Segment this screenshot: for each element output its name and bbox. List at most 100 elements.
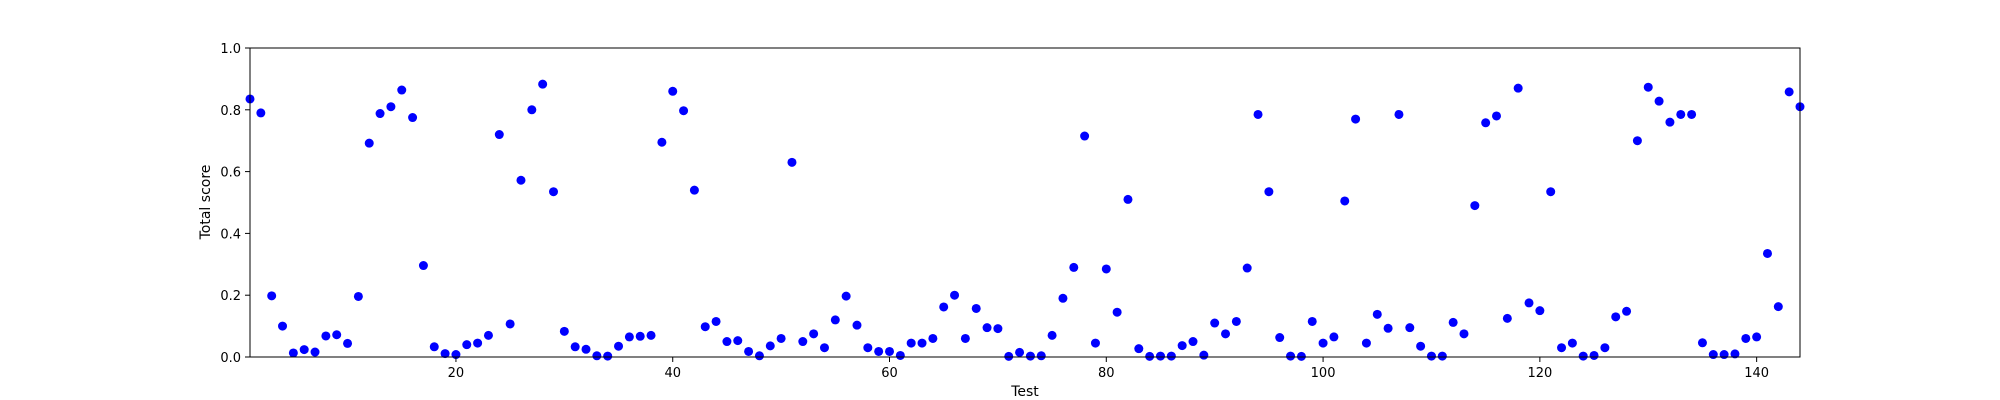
data-point — [1047, 330, 1057, 340]
data-point — [505, 319, 515, 329]
data-point — [386, 102, 396, 112]
data-point — [668, 86, 678, 96]
data-point — [885, 346, 895, 356]
data-point — [1632, 136, 1642, 146]
data-point — [1578, 351, 1588, 361]
data-point — [1459, 329, 1469, 339]
data-point — [700, 322, 710, 332]
data-point — [462, 340, 472, 350]
data-point — [1340, 196, 1350, 206]
data-point — [473, 338, 483, 348]
data-point — [1448, 317, 1458, 327]
data-point — [765, 341, 775, 351]
data-point — [1155, 351, 1165, 361]
data-point — [1145, 351, 1155, 361]
data-point — [1296, 351, 1306, 361]
data-point — [950, 290, 960, 300]
data-point — [364, 138, 374, 148]
data-point — [1643, 82, 1653, 92]
data-point — [895, 350, 905, 360]
data-point — [1502, 313, 1512, 323]
data-point — [1318, 338, 1328, 348]
data-point — [1697, 338, 1707, 348]
data-point — [1773, 302, 1783, 312]
data-point — [1600, 343, 1610, 353]
data-point — [1708, 350, 1718, 360]
data-point — [917, 338, 927, 348]
data-point — [614, 341, 624, 351]
data-point — [1622, 306, 1632, 316]
data-point — [581, 344, 591, 354]
plot-area-frame — [249, 47, 1801, 358]
data-point — [754, 351, 764, 361]
data-point — [624, 332, 634, 342]
data-point — [321, 331, 331, 341]
x-axis-label: Test — [1010, 384, 1039, 400]
data-points — [245, 79, 1805, 361]
data-point — [787, 157, 797, 167]
data-point — [1557, 343, 1567, 353]
data-point — [1231, 316, 1241, 326]
data-point — [1437, 351, 1447, 361]
data-point — [418, 261, 428, 271]
x-tick-label: 20 — [448, 366, 465, 381]
x-tick-label: 80 — [1098, 366, 1115, 381]
data-point — [744, 346, 754, 356]
data-point — [1589, 350, 1599, 360]
data-point — [1101, 264, 1111, 274]
data-point — [1058, 293, 1068, 303]
data-point — [733, 336, 743, 346]
data-point — [1015, 347, 1025, 357]
x-tick-label: 120 — [1527, 366, 1552, 381]
data-point — [1361, 338, 1371, 348]
data-point — [559, 326, 569, 336]
data-point — [1687, 109, 1697, 119]
data-point — [483, 330, 493, 340]
data-point — [1199, 350, 1209, 360]
data-point — [1719, 350, 1729, 360]
data-point — [1372, 309, 1382, 319]
data-point — [1036, 351, 1046, 361]
x-tick-label: 140 — [1744, 366, 1769, 381]
data-point — [1112, 307, 1122, 317]
data-point — [798, 337, 808, 347]
data-point — [841, 291, 851, 301]
data-point — [1090, 338, 1100, 348]
data-point — [1069, 262, 1079, 272]
data-point — [1741, 333, 1751, 343]
data-point — [429, 342, 439, 352]
data-point — [1611, 312, 1621, 322]
data-point — [299, 345, 309, 355]
data-point — [1426, 351, 1436, 361]
data-point — [592, 351, 602, 361]
data-point — [332, 330, 342, 340]
data-point — [1730, 349, 1740, 359]
data-point — [310, 347, 320, 357]
y-axis-label: Total score — [198, 165, 214, 241]
data-point — [1513, 83, 1523, 93]
data-point — [1351, 114, 1361, 124]
data-point — [1492, 111, 1501, 121]
data-point — [1080, 131, 1090, 141]
data-point — [256, 108, 266, 118]
data-point — [527, 105, 537, 115]
data-point — [1210, 318, 1220, 328]
data-point — [343, 338, 353, 348]
data-point — [375, 109, 385, 119]
data-point — [603, 351, 613, 361]
data-point — [830, 315, 840, 325]
x-tick-label: 60 — [881, 366, 898, 381]
data-point — [538, 79, 548, 89]
data-point — [1329, 332, 1339, 342]
data-point — [1307, 316, 1317, 326]
data-point — [1567, 338, 1577, 348]
data-point — [549, 187, 558, 197]
data-point — [689, 185, 699, 195]
data-point — [971, 303, 981, 313]
data-point — [1481, 118, 1491, 128]
x-tick-label: 40 — [664, 366, 681, 381]
data-point — [863, 343, 873, 353]
data-point — [288, 348, 298, 358]
y-tick-label: 0.6 — [220, 166, 241, 181]
y-tick-label: 0.2 — [220, 289, 241, 304]
